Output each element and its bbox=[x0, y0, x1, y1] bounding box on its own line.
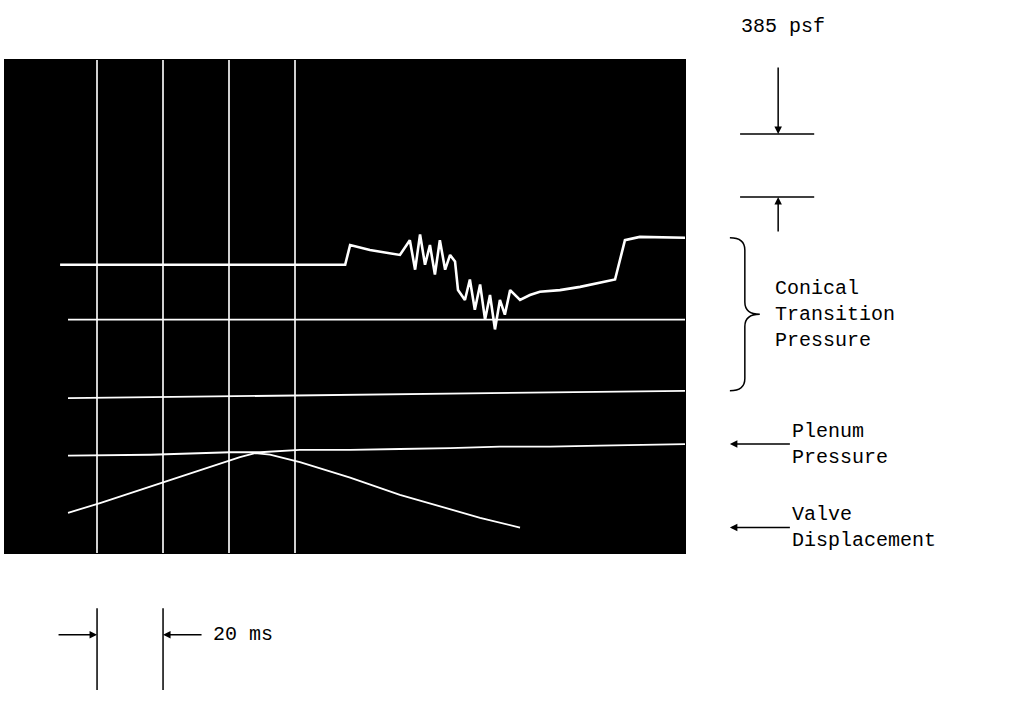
svg-text:PlenumPressure: PlenumPressure bbox=[792, 420, 888, 469]
svg-text:385 psf: 385 psf bbox=[741, 15, 825, 38]
svg-text:20 ms: 20 ms bbox=[213, 623, 273, 646]
svg-text:ConicalTransitionPressure: ConicalTransitionPressure bbox=[775, 277, 895, 352]
svg-text:ValveDisplacement: ValveDisplacement bbox=[792, 503, 936, 552]
